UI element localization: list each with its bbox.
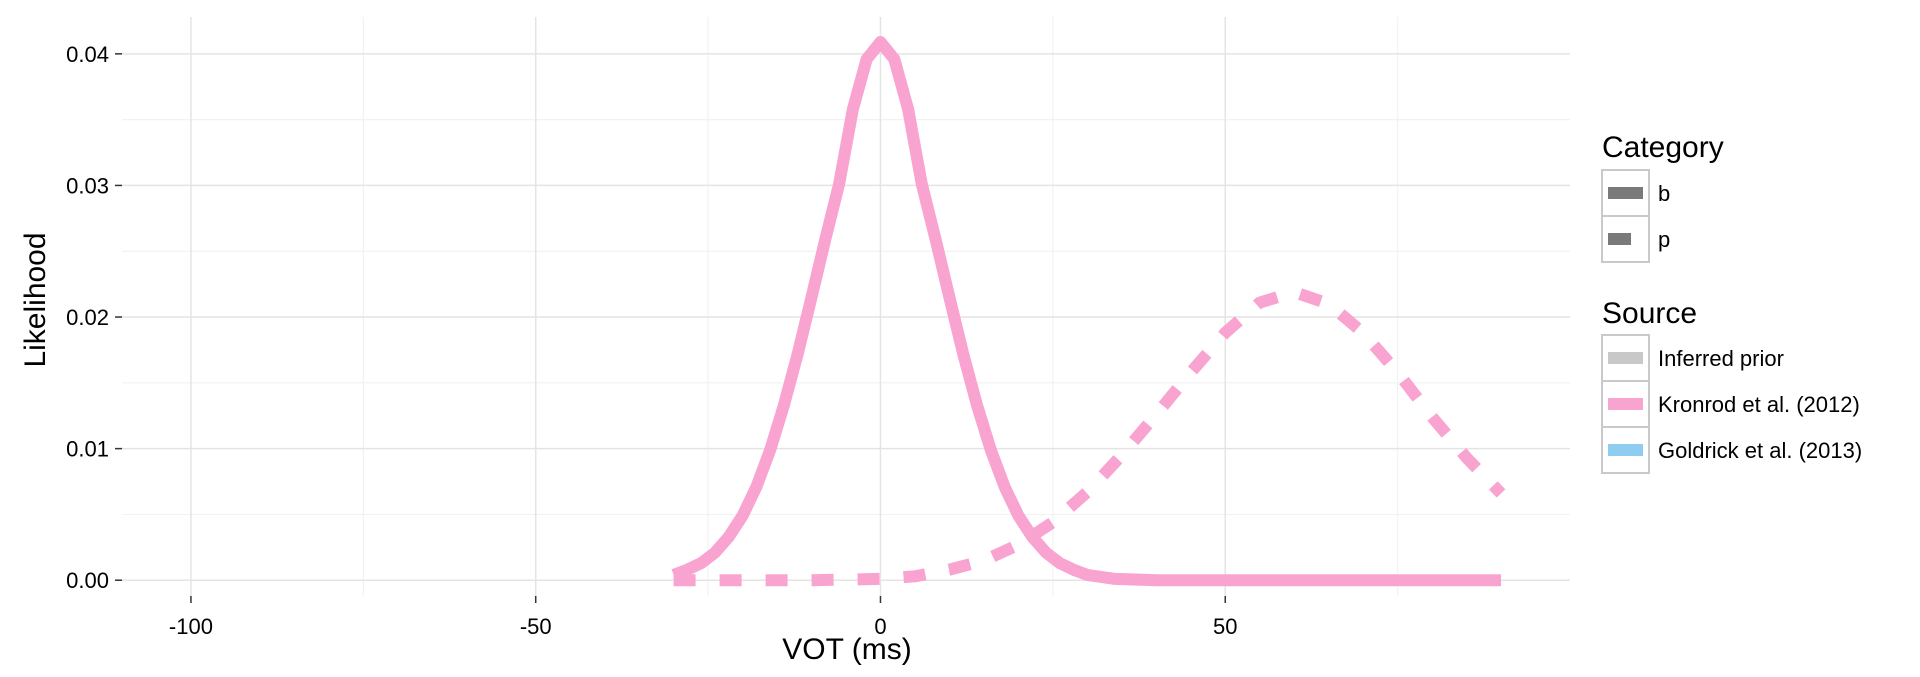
y-tick-label: 0.04 <box>66 42 109 67</box>
y-tick-label: 0.03 <box>66 173 109 198</box>
legend: Category bp Source Inferred prior Kronrod et… <box>1601 131 1862 474</box>
y-tick-label: 0.01 <box>66 437 109 462</box>
plot-background <box>122 17 1570 596</box>
x-tick-label: 50 <box>1213 614 1237 639</box>
legend-source-label: Kronrod et al. (2012) <box>1658 392 1860 417</box>
y-axis-title: Likelihood <box>19 232 52 367</box>
x-tick-label: -50 <box>520 614 552 639</box>
x-axis-title: VOT (ms) <box>782 633 911 666</box>
legend-category-label: b <box>1658 181 1670 206</box>
series-line-b <box>671 36 1501 587</box>
legend-category-title: Category <box>1602 131 1724 164</box>
x-tick-label: -100 <box>169 614 213 639</box>
series-lines <box>671 36 1506 587</box>
y-tick-label: 0.02 <box>66 305 109 330</box>
legend-source-title: Source <box>1602 297 1697 330</box>
legend-category-label: p <box>1658 227 1670 252</box>
plot-panel <box>122 17 1570 596</box>
legend-source-label: Goldrick et al. (2013) <box>1658 438 1862 463</box>
legend-source-label: Inferred prior <box>1658 346 1784 371</box>
axes: -100 -50 0 50 0.00 0.01 0.02 0.03 0.04 <box>66 42 1237 639</box>
x-tick-label: 0 <box>874 614 886 639</box>
y-tick-label: 0.00 <box>66 568 109 593</box>
series-line-p <box>673 286 1506 587</box>
